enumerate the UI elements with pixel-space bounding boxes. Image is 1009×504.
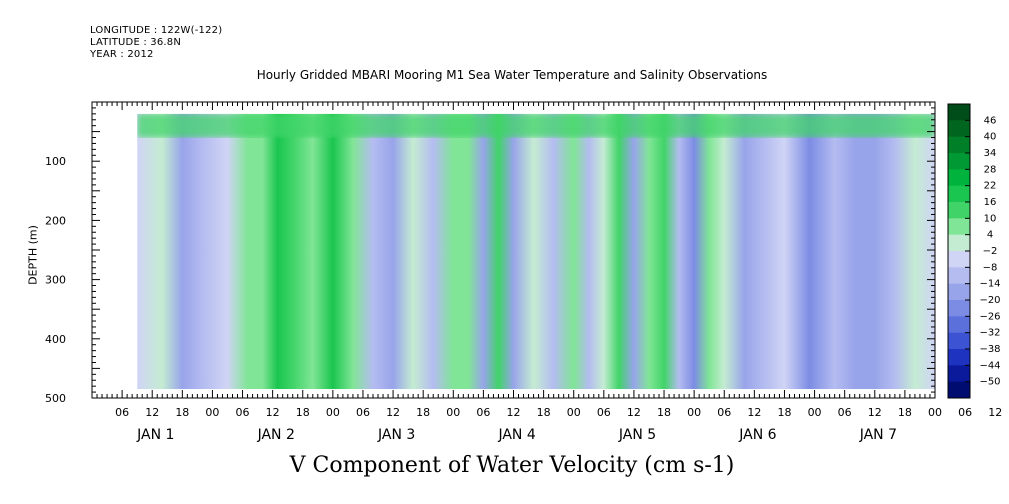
x-hour-tick-label: 18: [537, 406, 551, 419]
y-tick-label: 300: [45, 274, 66, 287]
x-hour-tick-label: 06: [115, 406, 129, 419]
x-hour-tick-label: 00: [567, 406, 581, 419]
x-hour-tick-label: 06: [958, 406, 972, 419]
x-hour-tick-label: 06: [597, 406, 611, 419]
y-tick-label: 400: [45, 333, 66, 346]
colorbar-tick-label: 28: [984, 164, 997, 175]
x-hour-tick-label: 00: [326, 406, 340, 419]
colorbar-swatch: [948, 136, 970, 154]
x-axis-label: V Component of Water Velocity (cm s-1): [289, 453, 735, 478]
colorbar-tick-label: −20: [979, 295, 1000, 306]
colorbar-swatch: [948, 316, 970, 334]
x-hour-tick-label: 18: [296, 406, 310, 419]
x-hour-tick-label: 06: [356, 406, 370, 419]
x-day-label: JAN 6: [738, 427, 776, 443]
colorbar-tick-label: 34: [984, 148, 997, 159]
x-day-label: JAN 2: [257, 427, 295, 443]
colorbar-swatch: [948, 381, 970, 399]
x-hour-tick-label: 00: [446, 406, 460, 419]
colorbar-tick-label: 22: [984, 181, 997, 192]
colorbar-swatch: [948, 202, 970, 219]
x-hour-tick-label: 00: [205, 406, 219, 419]
y-tick-label: 200: [45, 214, 66, 227]
x-hour-tick-label: 06: [717, 406, 731, 419]
x-day-label: JAN 5: [618, 427, 656, 443]
colorbar-swatch: [948, 251, 970, 268]
x-hour-tick-label: 12: [145, 406, 159, 419]
colorbar: 46 40 34 28 22 16 10 4 −2 −8 −14 −20 −26 −32 −38 −44 −50: [947, 103, 1001, 399]
year-label: YEAR : 2012: [90, 49, 154, 60]
y-tick-label: 100: [45, 155, 66, 168]
colorbar-swatch: [948, 300, 970, 317]
colorbar-tick-label: −2: [983, 246, 998, 257]
colorbar-swatch: [948, 267, 970, 285]
x-hour-tick-label: 12: [868, 406, 882, 419]
colorbar-tick-label: −50: [979, 377, 1000, 388]
x-hour-tick-label: 18: [416, 406, 430, 419]
colorbar-tick-label: 40: [984, 132, 997, 143]
colorbar-swatch: [948, 365, 970, 383]
y-tick-label: 500: [45, 392, 66, 405]
heatmap-surface-band: [137, 113, 936, 138]
colorbar-swatch: [948, 153, 970, 170]
x-hour-tick-label: 00: [928, 406, 942, 419]
colorbar-swatch: [948, 169, 970, 187]
colorbar-swatch: [948, 349, 970, 366]
colorbar-tick-label: −8: [983, 262, 998, 273]
colorbar-tick-label: −14: [979, 279, 1000, 290]
colorbar-swatch: [948, 120, 970, 138]
plot-axes: 06 12 18 00 06 12 18 00 06 12 18 00 06 12 18 00 06 12 18 00…: [45, 101, 1002, 443]
x-hour-tick-label: 12: [386, 406, 400, 419]
x-hour-tick-label: 12: [988, 406, 1002, 419]
colorbar-swatch: [948, 185, 970, 203]
colorbar-tick-label: −26: [979, 311, 1000, 322]
colorbar-tick-label: 46: [984, 115, 997, 126]
x-day-label: JAN 1: [136, 427, 174, 443]
longitude-label: LONGITUDE : 122W(-122): [90, 25, 223, 36]
x-hour-tick-label: 06: [838, 406, 852, 419]
x-hour-tick-label: 12: [266, 406, 280, 419]
x-hour-tick-label: 18: [898, 406, 912, 419]
colorbar-tick-label: −38: [979, 344, 1000, 355]
x-hour-tick-label: 00: [687, 406, 701, 419]
colorbar-swatch: [948, 283, 970, 301]
x-hour-tick-label: 06: [236, 406, 250, 419]
colorbar-tick-label: −32: [979, 328, 1000, 339]
x-day-label: JAN 7: [859, 427, 897, 443]
x-day-label: JAN 4: [497, 427, 535, 443]
x-hour-tick-label: 18: [657, 406, 671, 419]
x-hour-tick-label: 18: [777, 406, 791, 419]
x-hour-tick-label: 12: [507, 406, 521, 419]
x-hour-tick-label: 12: [747, 406, 761, 419]
colorbar-swatch: [948, 104, 970, 121]
x-hour-tick-label: 18: [175, 406, 189, 419]
colorbar-swatch: [948, 234, 970, 252]
colorbar-swatch: [948, 218, 970, 236]
x-hour-tick-label: 00: [808, 406, 822, 419]
colorbar-tick-label: −44: [979, 360, 1000, 371]
heatmap-velocity-field: [137, 113, 936, 390]
latitude-label: LATITUDE : 36.8N: [90, 37, 182, 48]
colorbar-tick-label: 16: [984, 197, 997, 208]
colorbar-swatch: [948, 332, 970, 350]
colorbar-tick-label: 4: [987, 230, 993, 241]
chart-title: Hourly Gridded MBARI Mooring M1 Sea Wate…: [256, 68, 768, 82]
heatmap-field: [137, 113, 936, 390]
x-day-label: JAN 3: [377, 427, 415, 443]
x-hour-tick-label: 06: [476, 406, 490, 419]
x-hour-tick-label: 12: [627, 406, 641, 419]
colorbar-tick-label: 10: [984, 213, 997, 224]
